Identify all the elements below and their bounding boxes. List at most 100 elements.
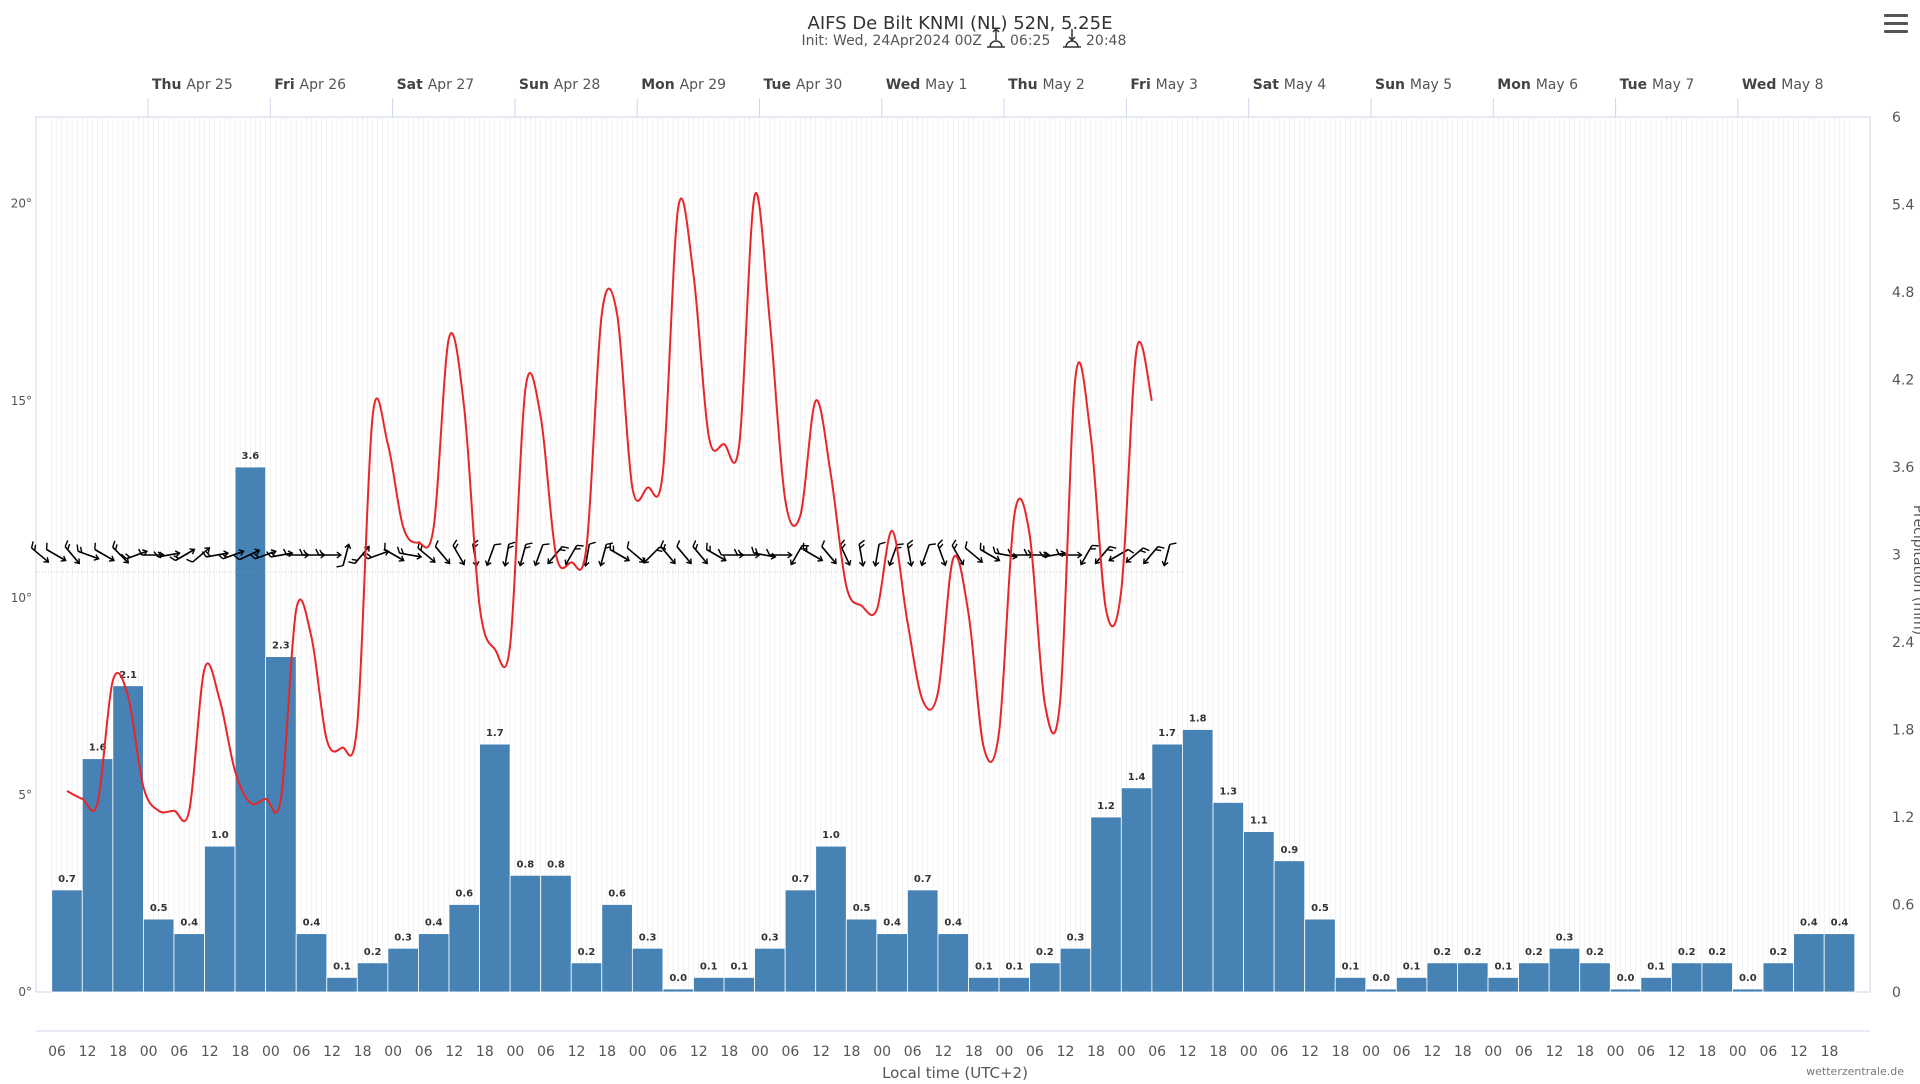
precipitation-labels: 0.7 1.6 2.1 0.5 0.4 1.0 3.6 2.3 0.4 0.1 0.2 0.3 0.4 0… xyxy=(58,451,1848,984)
day-date: Apr 26 xyxy=(300,77,347,93)
precipitation-bar xyxy=(112,685,144,993)
wind-barb xyxy=(45,542,67,562)
precipitation-label: 0.2 xyxy=(1678,947,1696,958)
day-axis: Thu Apr 25 Fri Apr 26 Sat Apr 27 Sun Apr 28… xyxy=(147,77,1824,117)
wind-feather xyxy=(609,542,612,550)
wind-arrowhead xyxy=(517,560,525,567)
wind-arrowhead xyxy=(416,552,423,560)
hour-label: 06 xyxy=(659,1044,677,1060)
day-weekday: Fri xyxy=(274,77,299,93)
precipitation-bar xyxy=(1457,962,1489,993)
wind-arrowhead xyxy=(238,549,245,556)
precipitation-bar xyxy=(1212,802,1244,993)
precipitation-label: 0.1 xyxy=(1494,961,1512,972)
day-label: Tue May 7 xyxy=(1620,77,1695,93)
y-axis-right-title: Precipitation (mm) xyxy=(1910,505,1920,635)
wind-shaft xyxy=(434,546,451,564)
wind-shaft xyxy=(1108,548,1129,562)
wind-feather xyxy=(266,551,272,558)
precipitation-bar xyxy=(907,889,939,993)
wind-arrowhead xyxy=(977,557,984,563)
wind-arrowhead xyxy=(533,560,540,567)
hour-label: 00 xyxy=(751,1044,769,1060)
wind-arrowhead xyxy=(1076,551,1083,559)
wind-feather xyxy=(217,553,224,560)
wind-shaft xyxy=(874,544,880,566)
wind-feather xyxy=(929,543,937,546)
hour-label: 00 xyxy=(140,1044,158,1060)
wind-feather xyxy=(896,543,904,546)
wind-barb xyxy=(676,540,692,565)
wind-feather xyxy=(45,542,48,550)
hour-label: 12 xyxy=(934,1044,952,1060)
wind-feather xyxy=(299,548,304,556)
wind-barb xyxy=(1108,548,1135,562)
sunset-icon xyxy=(1063,29,1081,48)
init-text: Init: Wed, 24Apr2024 00Z xyxy=(802,33,983,49)
precipitation-bar xyxy=(1334,977,1367,993)
hour-label: 18 xyxy=(1821,1044,1839,1060)
precipitation-label: 1.7 xyxy=(1158,728,1176,739)
wind-feather xyxy=(1027,549,1032,556)
wind-barb xyxy=(692,540,708,565)
wind-barb xyxy=(153,550,181,558)
hour-label: 12 xyxy=(690,1044,708,1060)
wind-shaft xyxy=(584,544,591,566)
wind-feather xyxy=(366,553,372,558)
wind-feather xyxy=(737,549,743,556)
wind-feather xyxy=(979,542,982,550)
wind-shaft xyxy=(342,544,350,566)
hour-label: 06 xyxy=(293,1044,311,1060)
precipitation-bar xyxy=(509,874,542,993)
hour-label: 12 xyxy=(1668,1044,1686,1060)
precipitation-bar xyxy=(1701,962,1733,993)
precipitation-bar xyxy=(1273,860,1306,993)
day-weekday: Tue xyxy=(764,77,796,93)
hour-label: 06 xyxy=(904,1044,922,1060)
y-left-tick-label: 20° xyxy=(11,197,32,211)
day-label: Fri May 3 xyxy=(1130,77,1198,93)
hour-label: 00 xyxy=(384,1044,402,1060)
wind-arrowhead xyxy=(643,557,650,564)
y-axis-right: 0 0.6 1.2 1.8 2.4 3 3.6 4.2 4.8 5.4 6 xyxy=(1892,110,1914,1001)
precipitation-label: 0.2 xyxy=(364,947,382,958)
precipitation-bar xyxy=(326,977,358,993)
wind-feather xyxy=(454,543,459,550)
wind-feather xyxy=(878,541,886,545)
wind-arrowhead xyxy=(141,549,149,556)
precipitation-bar xyxy=(570,962,603,993)
wind-feather xyxy=(94,542,96,550)
day-weekday: Tue xyxy=(1620,77,1652,93)
wind-feather xyxy=(303,549,308,556)
wind-feather xyxy=(705,542,708,550)
precipitation-label: 1.4 xyxy=(1128,772,1146,783)
wind-feather xyxy=(1127,548,1135,554)
wind-barb xyxy=(821,540,837,565)
wind-feather xyxy=(396,546,401,554)
wind-feather xyxy=(125,553,131,558)
wind-shaft xyxy=(486,544,496,566)
wind-feather xyxy=(79,546,83,553)
wind-feather xyxy=(253,553,260,558)
wind-barb xyxy=(660,540,676,565)
wind-barb xyxy=(705,542,727,562)
wind-shaft xyxy=(46,548,67,562)
hamburger-menu-icon[interactable] xyxy=(1884,14,1908,36)
precipitation-bar xyxy=(1762,962,1795,993)
wind-arrowhead xyxy=(624,555,631,562)
chart-subtitle: Init: Wed, 24Apr2024 00Z 06:25 20:48 xyxy=(802,27,1126,49)
hour-label: 06 xyxy=(1148,1044,1166,1060)
wind-feather xyxy=(656,549,663,553)
wind-feather xyxy=(114,544,118,551)
hour-label: 18 xyxy=(354,1044,372,1060)
hour-label: 12 xyxy=(445,1044,463,1060)
wind-feather xyxy=(858,539,865,545)
precipitation-bar xyxy=(1243,831,1275,993)
wind-shaft xyxy=(964,547,983,563)
wind-feather xyxy=(839,539,846,546)
wind-feather xyxy=(201,551,207,558)
wind-feather xyxy=(1038,551,1045,558)
precipitation-bar xyxy=(1090,816,1122,993)
wind-barb xyxy=(64,540,81,565)
